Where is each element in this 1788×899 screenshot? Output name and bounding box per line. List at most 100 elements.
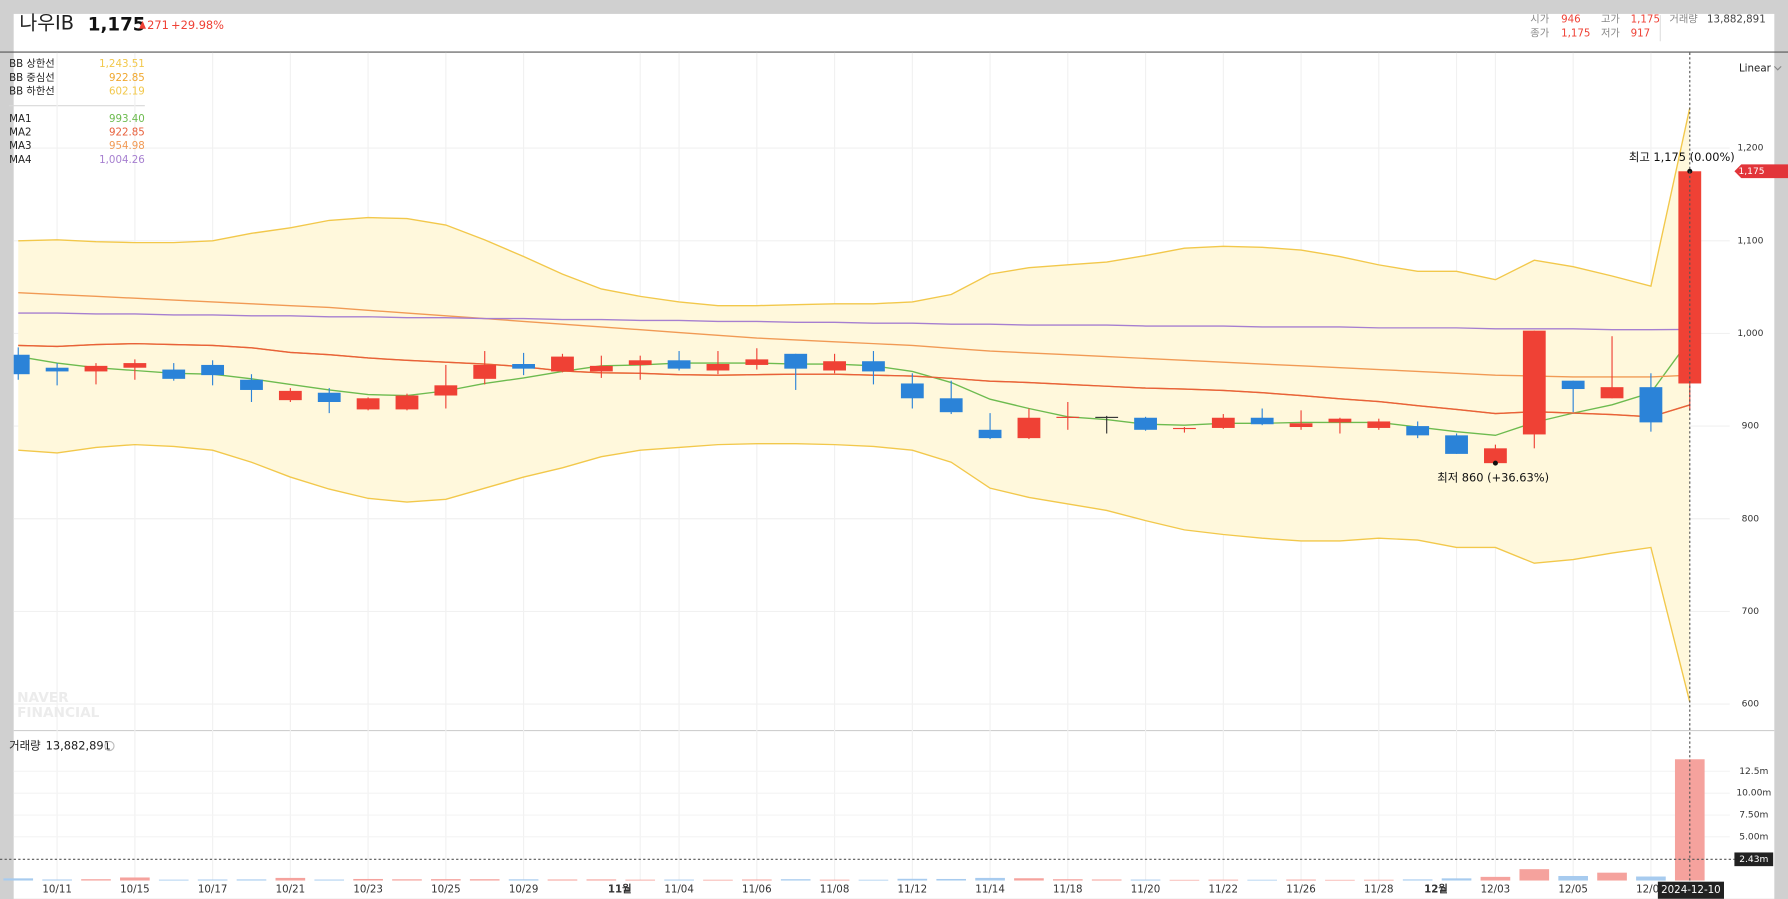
volume-bar bbox=[1558, 875, 1588, 881]
candle-body bbox=[512, 364, 535, 369]
legend-value: 602.19 bbox=[109, 85, 145, 97]
volume-bar bbox=[703, 879, 733, 881]
legend-value: 1,004.26 bbox=[99, 154, 145, 166]
indicator-line bbox=[18, 342, 1690, 418]
candle-body bbox=[978, 429, 1002, 439]
volume-bar bbox=[1014, 878, 1044, 881]
candle-body bbox=[1056, 416, 1080, 418]
indicator-line bbox=[18, 107, 1691, 307]
candle-body bbox=[745, 359, 769, 365]
price-change-pct: +29.98% bbox=[171, 18, 224, 32]
volume-bar bbox=[1363, 879, 1394, 881]
stat-value: 946 bbox=[1561, 14, 1581, 26]
x-tick-label: 11/28 bbox=[1364, 884, 1394, 896]
x-tick-label: 10/21 bbox=[276, 884, 306, 896]
legend-name: MA3 bbox=[9, 140, 31, 152]
volume-bar bbox=[780, 879, 811, 881]
volume-bar bbox=[1169, 879, 1200, 881]
candle-body bbox=[1484, 448, 1507, 464]
legend-value: 922.85 bbox=[109, 126, 145, 138]
x-tick-label: 12/05 bbox=[1558, 884, 1588, 896]
candle-body bbox=[201, 364, 225, 376]
x-tick-label: 11/22 bbox=[1209, 884, 1239, 896]
x-tick-label: 12월 bbox=[1424, 883, 1448, 896]
y-tick-label: 5.00m bbox=[1739, 832, 1768, 842]
x-tick-label: 11/20 bbox=[1131, 884, 1161, 896]
x-tick-label: 11/04 bbox=[664, 884, 694, 896]
volume-bar bbox=[81, 879, 111, 881]
y-tick-label: 800 bbox=[1742, 514, 1760, 524]
volume-close-icon[interactable] bbox=[104, 740, 115, 752]
legend-name: BB 하한선 bbox=[9, 84, 55, 97]
candle-body bbox=[13, 354, 30, 375]
candle-body bbox=[1328, 418, 1352, 423]
candle-body bbox=[589, 365, 613, 372]
volume-bar bbox=[819, 879, 850, 881]
volume-bar bbox=[236, 879, 267, 881]
volume-bar bbox=[1519, 869, 1550, 881]
stat-label: 종가 bbox=[1530, 27, 1549, 39]
legend-name: BB 중심선 bbox=[9, 72, 55, 84]
candle-body bbox=[551, 356, 574, 372]
volume-bar bbox=[1130, 879, 1161, 881]
y-tick-label: 10.00m bbox=[1736, 789, 1771, 799]
candle-body bbox=[1522, 330, 1546, 435]
y-tick-label: 1,100 bbox=[1737, 236, 1763, 246]
legend-value: 922.85 bbox=[109, 72, 145, 84]
scale-mode[interactable]: Linear bbox=[1739, 63, 1772, 75]
candle-body bbox=[1289, 423, 1313, 428]
candle-body bbox=[1250, 417, 1274, 425]
volume-bar bbox=[742, 879, 772, 881]
x-tick-label: 11/14 bbox=[975, 884, 1005, 896]
candle-body bbox=[123, 363, 147, 368]
volume-bar bbox=[1441, 878, 1472, 881]
volume-total: 13,882,891 bbox=[46, 738, 111, 752]
y-tick-label: 700 bbox=[1742, 607, 1760, 617]
candle-body bbox=[1173, 427, 1196, 430]
volume-bar bbox=[1636, 876, 1666, 881]
volume-bar bbox=[1091, 879, 1122, 881]
candle-body bbox=[278, 390, 302, 401]
candle-body bbox=[1095, 416, 1119, 418]
volume-bar bbox=[431, 879, 461, 881]
candle-body bbox=[784, 353, 808, 369]
reference-label: 2.43m bbox=[1739, 855, 1768, 865]
volume-bar bbox=[469, 879, 500, 881]
volume-bar bbox=[392, 879, 422, 881]
volume-bar bbox=[1052, 879, 1083, 881]
stat-label: 시가 bbox=[1530, 14, 1549, 26]
x-tick-label: 10/25 bbox=[431, 884, 461, 896]
legend-name: MA4 bbox=[9, 154, 31, 166]
volume-bar bbox=[1286, 879, 1316, 881]
candle-body bbox=[1017, 417, 1041, 439]
candle-body bbox=[1367, 421, 1391, 428]
candle-body bbox=[395, 395, 419, 410]
volume-bar bbox=[120, 877, 150, 881]
stat-value: 917 bbox=[1631, 27, 1651, 39]
indicator-line bbox=[18, 291, 1690, 378]
volume-title: 거래량 bbox=[9, 738, 41, 752]
candle-body bbox=[1600, 387, 1624, 399]
volume-bar bbox=[314, 879, 345, 881]
indicator-line bbox=[18, 443, 1691, 703]
scale-chevron[interactable] bbox=[1773, 65, 1782, 71]
y-tick-label: 600 bbox=[1742, 700, 1760, 710]
volume-bar bbox=[1480, 876, 1511, 881]
legend-name: MA1 bbox=[9, 113, 31, 125]
volume-bar bbox=[586, 879, 617, 881]
volume-bar bbox=[1208, 879, 1239, 881]
candle-body bbox=[240, 379, 263, 390]
candle-body bbox=[823, 361, 846, 371]
candle-body bbox=[356, 398, 380, 410]
volume-bar bbox=[625, 879, 656, 881]
extreme-label: 최고 1,175 (0.00%) bbox=[1629, 150, 1735, 164]
candle-body bbox=[1445, 435, 1468, 454]
x-tick-label: 11/06 bbox=[742, 884, 772, 896]
candle-body bbox=[667, 360, 691, 369]
indicator-line bbox=[18, 312, 1690, 331]
candle-body bbox=[628, 360, 652, 365]
candle-body bbox=[317, 392, 341, 403]
x-tick-label: 11/18 bbox=[1053, 884, 1083, 896]
